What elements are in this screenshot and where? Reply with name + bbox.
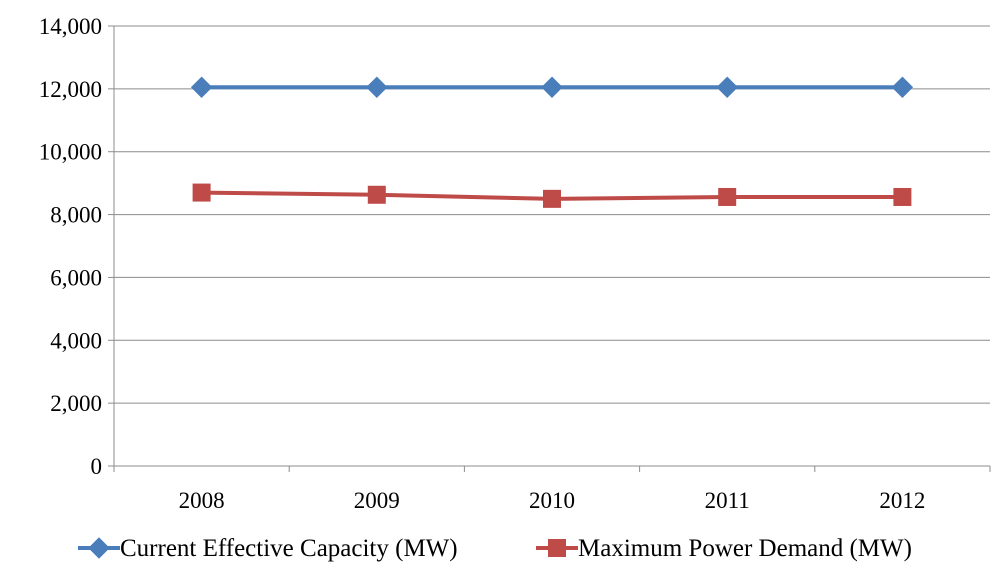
data-point xyxy=(541,76,563,98)
x-axis-tick-labels: 2008 2009 2010 2011 2012 xyxy=(179,488,926,513)
y-tick-label: 6,000 xyxy=(50,265,102,290)
data-point xyxy=(716,76,738,98)
axes xyxy=(108,25,991,472)
data-point xyxy=(543,189,561,208)
data-point xyxy=(893,187,912,206)
y-tick-label: 12,000 xyxy=(39,77,102,102)
data-point xyxy=(366,76,388,98)
legend-item: Current Effective Capacity (MW) xyxy=(78,535,458,562)
legend-item: Maximum Power Demand (MW) xyxy=(536,535,912,562)
x-tick-label: 2010 xyxy=(529,488,575,513)
x-tick-label: 2008 xyxy=(179,488,225,513)
x-tick-label: 2012 xyxy=(879,488,925,513)
data-point xyxy=(367,185,386,204)
data-point xyxy=(718,187,737,206)
y-tick-label: 10,000 xyxy=(39,140,102,165)
legend-marker xyxy=(88,537,110,559)
data-point xyxy=(891,76,914,98)
y-axis-tick-labels: 0 2,000 4,000 6,000 8,000 10,000 12,000 14,000 xyxy=(39,14,102,479)
series-0 xyxy=(190,76,914,98)
y-tick-label: 4,000 xyxy=(50,328,102,353)
y-tick-label: 2,000 xyxy=(50,391,102,416)
series-1 xyxy=(192,183,912,208)
data-point xyxy=(190,76,213,98)
y-tick-label: 8,000 xyxy=(50,203,102,228)
legend: Current Effective Capacity (MW) Maximum P… xyxy=(78,535,912,562)
legend-marker xyxy=(548,539,566,557)
legend-label: Maximum Power Demand (MW) xyxy=(578,535,912,562)
legend-label: Current Effective Capacity (MW) xyxy=(120,535,458,562)
series xyxy=(190,76,914,208)
y-tick-label: 0 xyxy=(91,454,103,479)
data-point xyxy=(192,183,211,202)
x-tick-label: 2009 xyxy=(354,488,400,513)
y-tick-label: 14,000 xyxy=(39,14,102,39)
x-tick-label: 2011 xyxy=(705,488,750,513)
